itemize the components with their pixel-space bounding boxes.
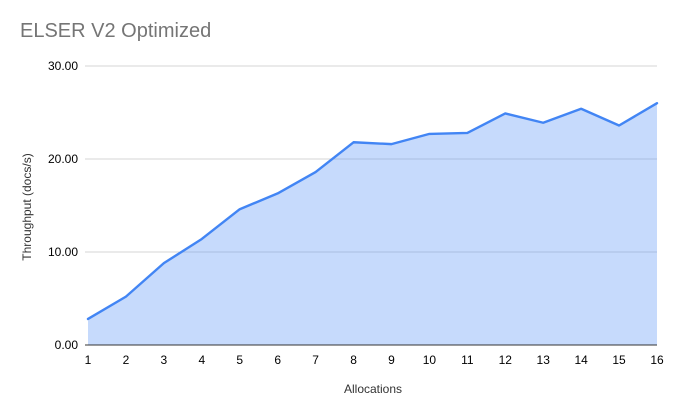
x-tick-label: 9 [388,353,395,367]
x-tick-label: 3 [161,353,168,367]
x-tick-label: 15 [612,353,626,367]
x-tick-label: 13 [537,353,551,367]
x-tick-label: 16 [650,353,664,367]
x-tick-label: 7 [312,353,319,367]
x-tick-label: 12 [499,353,513,367]
x-tick-label: 6 [274,353,281,367]
x-tick-label: 8 [350,353,357,367]
x-tick-label: 2 [123,353,130,367]
series-area [88,103,657,345]
series-line [86,101,659,321]
x-tick-label: 11 [461,353,474,367]
y-tick-label: 30.00 [48,59,78,73]
x-tick-label: 10 [423,353,437,367]
chart-title: ELSER V2 Optimized [20,20,212,42]
x-tick-label: 5 [236,353,243,367]
x-tick-label: 4 [198,353,205,367]
y-tick-label: 20.00 [48,152,78,166]
y-axis-title: Throughput (docs/s) [20,153,34,261]
y-tick-label: 10.00 [48,245,78,259]
x-tick-label: 1 [85,353,92,367]
y-tick-label: 0.00 [55,338,79,352]
x-axis-title: Allocations [343,382,403,396]
x-tick-label: 14 [574,353,588,367]
